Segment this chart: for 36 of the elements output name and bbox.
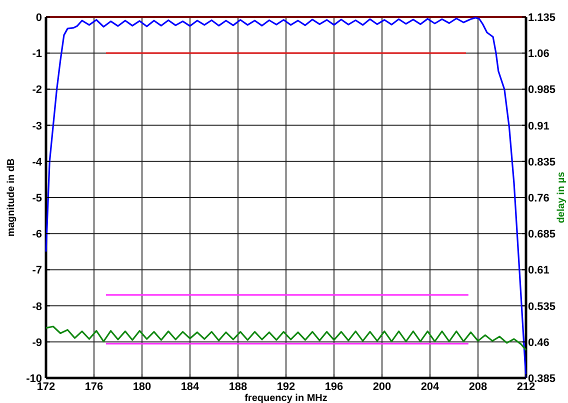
line-series — [45, 326, 527, 351]
x-tick-label: 196 — [324, 381, 344, 393]
y2-tick-label: 1.135 — [528, 12, 556, 24]
y-tick-label: 0 — [36, 12, 42, 24]
y-tick-label: -3 — [32, 120, 42, 132]
y2-tick-label: 0.61 — [528, 264, 550, 277]
y-axis-title: magnitude in dB — [6, 158, 17, 237]
y2-tick-label: 0.835 — [528, 156, 556, 168]
y-tick-label: -7 — [32, 264, 42, 277]
y-tick-label: -2 — [32, 84, 42, 96]
y2-tick-label: 0.91 — [528, 120, 550, 132]
y2-tick-label: 0.46 — [528, 336, 550, 349]
x-tick-label: 200 — [372, 381, 392, 393]
x-tick-label: 180 — [132, 381, 152, 393]
y-tick-label: -9 — [32, 336, 42, 349]
y2-tick-label: 1.06 — [528, 48, 550, 60]
y-tick-label: -8 — [32, 300, 42, 313]
y-tick-label: -5 — [32, 192, 42, 204]
x-tick-label: 188 — [228, 381, 248, 393]
y-tick-label: -6 — [32, 228, 42, 241]
y2-tick-label: 0.76 — [528, 192, 550, 204]
x-tick-label: 204 — [420, 381, 440, 393]
y-tick-label: -4 — [32, 156, 43, 168]
x-tick-label: 212 — [516, 381, 536, 393]
y2-tick-label: 0.985 — [528, 84, 556, 96]
x-tick-label: 172 — [36, 381, 56, 393]
x-tick-label: 176 — [84, 381, 104, 393]
x-tick-label: 192 — [276, 381, 296, 393]
x-axis-title: frequency in MHz — [244, 393, 328, 403]
y2-tick-label: 0.685 — [528, 228, 556, 241]
x-tick-label: 208 — [468, 381, 488, 393]
x-tick-label: 184 — [180, 381, 200, 393]
line-series — [45, 16, 527, 379]
y-tick-label: -1 — [32, 48, 42, 60]
y2-tick-label: 0.535 — [528, 300, 556, 313]
y2-axis-title: delay in µs — [556, 171, 567, 224]
